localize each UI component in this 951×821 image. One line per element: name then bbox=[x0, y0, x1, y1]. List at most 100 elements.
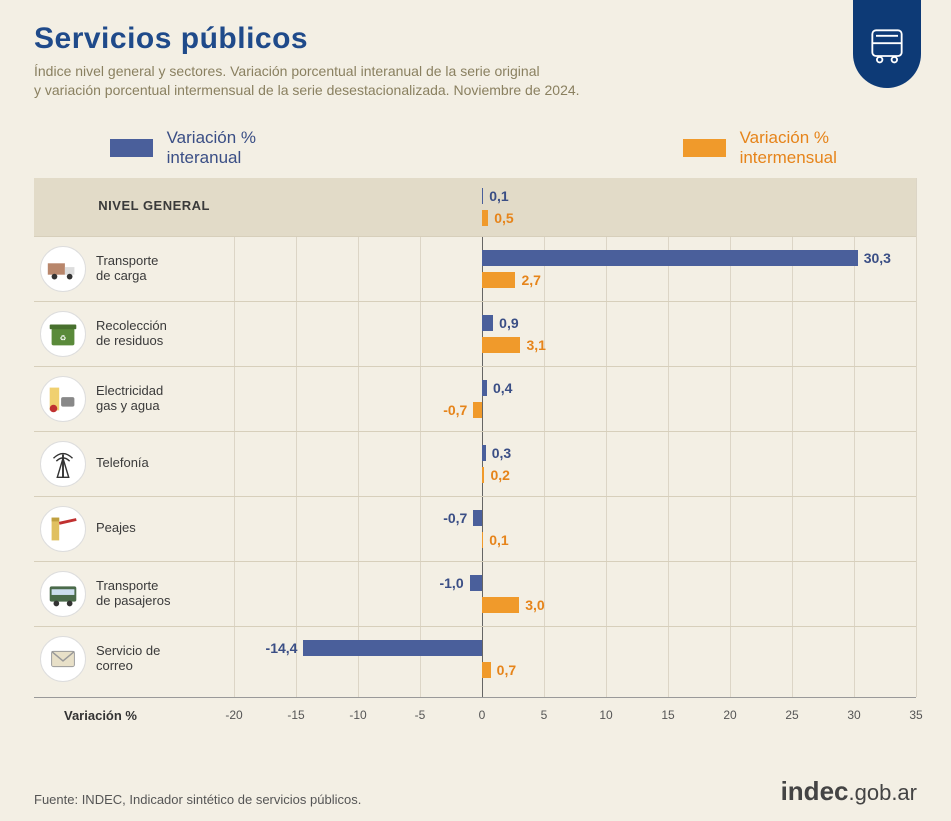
bar-interanual bbox=[482, 188, 483, 204]
bar-label-interanual: 0,4 bbox=[493, 380, 512, 396]
header: Servicios públicos Índice nivel general … bbox=[0, 0, 951, 110]
row-energia: Electricidadgas y agua 0,4 -0,7 bbox=[34, 366, 916, 431]
row-general: NIVEL GENERAL0,10,5 bbox=[34, 178, 916, 236]
bar-label-interanual: -1,0 bbox=[439, 575, 463, 591]
row-bars: -1,0 3,0 bbox=[234, 562, 916, 626]
bar-label-intermensual: 0,5 bbox=[494, 210, 513, 226]
x-tick-label: -5 bbox=[415, 708, 426, 722]
svg-text:♻: ♻ bbox=[60, 333, 67, 342]
row-label-col: Electricidadgas y agua bbox=[34, 367, 234, 431]
row-label-col: Transportede pasajeros bbox=[34, 562, 234, 626]
antenna-icon bbox=[40, 441, 86, 487]
row-label-col: ♻ Recolecciónde residuos bbox=[34, 302, 234, 366]
x-axis-label: Variación % bbox=[64, 708, 137, 723]
bar-intermensual bbox=[482, 210, 488, 226]
x-tick-label: 5 bbox=[541, 708, 548, 722]
x-tick-label: -10 bbox=[349, 708, 366, 722]
bar-intermensual bbox=[482, 467, 484, 483]
row-label: Peajes bbox=[96, 521, 136, 536]
row-label: Transportede pasajeros bbox=[96, 579, 170, 609]
bar-label-intermensual: 2,7 bbox=[521, 272, 540, 288]
bar-label-intermensual: -0,7 bbox=[443, 402, 467, 418]
page-subtitle: Índice nivel general y sectores. Variaci… bbox=[34, 62, 674, 100]
bus2-icon bbox=[40, 571, 86, 617]
logo: indec.gob.ar bbox=[781, 776, 917, 807]
bar-intermensual bbox=[482, 532, 483, 548]
row-correo: Servicio decorreo -14,4 0,7 bbox=[34, 626, 916, 691]
bar-label-intermensual: 3,1 bbox=[526, 337, 545, 353]
bar-intermensual bbox=[473, 402, 482, 418]
bar-intermensual bbox=[482, 597, 519, 613]
x-tick-label: 15 bbox=[661, 708, 674, 722]
gridline bbox=[916, 178, 917, 697]
bar-label-interanual: 0,9 bbox=[499, 315, 518, 331]
row-label-col: Telefonía bbox=[34, 432, 234, 496]
bar-intermensual bbox=[482, 337, 520, 353]
row-bars: 0,4 -0,7 bbox=[234, 367, 916, 431]
row-label-col: NIVEL GENERAL bbox=[34, 178, 234, 236]
x-axis: Variación % -20-15-10-505101520253035 bbox=[34, 702, 916, 736]
x-tick-label: 20 bbox=[723, 708, 736, 722]
mail-icon bbox=[40, 636, 86, 682]
bar-interanual bbox=[482, 380, 487, 396]
x-tick-label: 0 bbox=[479, 708, 486, 722]
row-carga: Transportede carga 30,3 2,7 bbox=[34, 236, 916, 301]
row-bars: 0,10,5 bbox=[234, 178, 916, 236]
chart: NIVEL GENERAL0,10,5Transportede carga30,… bbox=[34, 178, 917, 736]
bar-label-intermensual: 0,7 bbox=[497, 662, 516, 678]
bar-interanual bbox=[470, 575, 482, 591]
row-label: Servicio decorreo bbox=[96, 644, 160, 674]
bar-interanual bbox=[482, 315, 493, 331]
swatch-intermensual bbox=[683, 139, 726, 157]
bar-label-intermensual: 0,2 bbox=[490, 467, 509, 483]
row-label: NIVEL GENERAL bbox=[40, 199, 210, 214]
row-label-col: Peajes bbox=[34, 497, 234, 561]
chart-grid: NIVEL GENERAL0,10,5Transportede carga30,… bbox=[34, 178, 916, 698]
row-bars: 0,30,2 bbox=[234, 432, 916, 496]
source-text: Fuente: INDEC, Indicador sintético de se… bbox=[34, 792, 361, 807]
x-tick-label: 35 bbox=[909, 708, 922, 722]
swatch-interanual bbox=[110, 139, 153, 157]
utility-icon bbox=[40, 376, 86, 422]
row-bars: 0,9 3,1 bbox=[234, 302, 916, 366]
bar-label-interanual: 0,3 bbox=[492, 445, 511, 461]
row-label: Transportede carga bbox=[96, 254, 158, 284]
row-bars: -0,7 0,1 bbox=[234, 497, 916, 561]
bus-icon bbox=[865, 23, 909, 72]
row-residuos: ♻ Recolecciónde residuos 0,9 3,1 bbox=[34, 301, 916, 366]
bar-interanual bbox=[473, 510, 482, 526]
row-label-col: Servicio decorreo bbox=[34, 627, 234, 691]
row-label-col: Transportede carga bbox=[34, 237, 234, 301]
page-title: Servicios públicos bbox=[34, 22, 917, 56]
toll-icon bbox=[40, 506, 86, 552]
bar-label-interanual: 30,3 bbox=[864, 250, 891, 266]
bar-interanual bbox=[303, 640, 482, 656]
x-tick-label: -15 bbox=[287, 708, 304, 722]
recycle-icon: ♻ bbox=[40, 311, 86, 357]
x-tick-label: 30 bbox=[847, 708, 860, 722]
row-bars: -14,4 0,7 bbox=[234, 627, 916, 691]
bar-intermensual bbox=[482, 662, 491, 678]
bar-label-intermensual: 0,1 bbox=[489, 532, 508, 548]
row-peajes: Peajes -0,7 0,1 bbox=[34, 496, 916, 561]
row-label: Telefonía bbox=[96, 456, 149, 471]
row-label: Recolecciónde residuos bbox=[96, 319, 167, 349]
truck-icon bbox=[40, 246, 86, 292]
row-pax: Transportede pasajeros -1,0 3,0 bbox=[34, 561, 916, 626]
legend: Variación % interanual Variación % inter… bbox=[0, 110, 951, 178]
x-tick-label: 25 bbox=[785, 708, 798, 722]
footer: Fuente: INDEC, Indicador sintético de se… bbox=[34, 776, 917, 807]
bar-label-interanual: -14,4 bbox=[266, 640, 298, 656]
x-tick-label: -20 bbox=[225, 708, 242, 722]
x-tick-label: 10 bbox=[599, 708, 612, 722]
row-tel: Telefonía0,30,2 bbox=[34, 431, 916, 496]
category-badge bbox=[853, 0, 921, 88]
bar-label-intermensual: 3,0 bbox=[525, 597, 544, 613]
legend-intermensual: Variación % intermensual bbox=[683, 128, 917, 168]
row-bars: 30,3 2,7 bbox=[234, 237, 916, 301]
bar-intermensual bbox=[482, 272, 515, 288]
legend-interanual: Variación % interanual bbox=[110, 128, 323, 168]
bar-interanual bbox=[482, 250, 858, 266]
bar-label-interanual: -0,7 bbox=[443, 510, 467, 526]
bar-label-interanual: 0,1 bbox=[489, 188, 508, 204]
